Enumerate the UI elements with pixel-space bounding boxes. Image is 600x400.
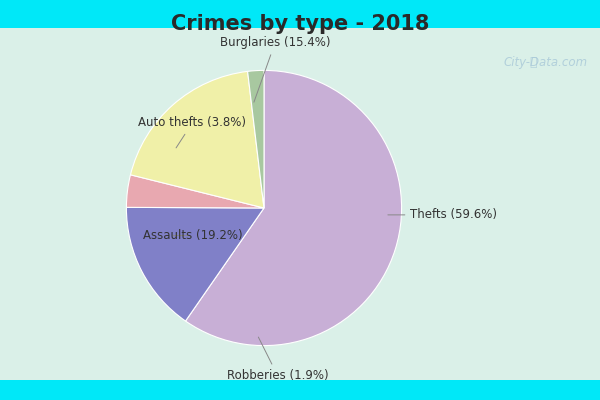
Text: Robberies (1.9%): Robberies (1.9%)	[227, 337, 329, 382]
Text: ⓘ: ⓘ	[530, 56, 537, 69]
Text: Assaults (19.2%): Assaults (19.2%)	[143, 229, 242, 242]
Text: City-Data.com: City-Data.com	[504, 56, 588, 69]
Wedge shape	[127, 175, 264, 208]
Text: Thefts (59.6%): Thefts (59.6%)	[388, 208, 497, 221]
Text: Auto thefts (3.8%): Auto thefts (3.8%)	[139, 116, 247, 148]
Wedge shape	[185, 70, 401, 346]
Wedge shape	[127, 207, 264, 321]
Wedge shape	[248, 70, 264, 208]
Wedge shape	[130, 71, 264, 208]
Text: Burglaries (15.4%): Burglaries (15.4%)	[220, 36, 330, 102]
Text: Crimes by type - 2018: Crimes by type - 2018	[171, 14, 429, 34]
